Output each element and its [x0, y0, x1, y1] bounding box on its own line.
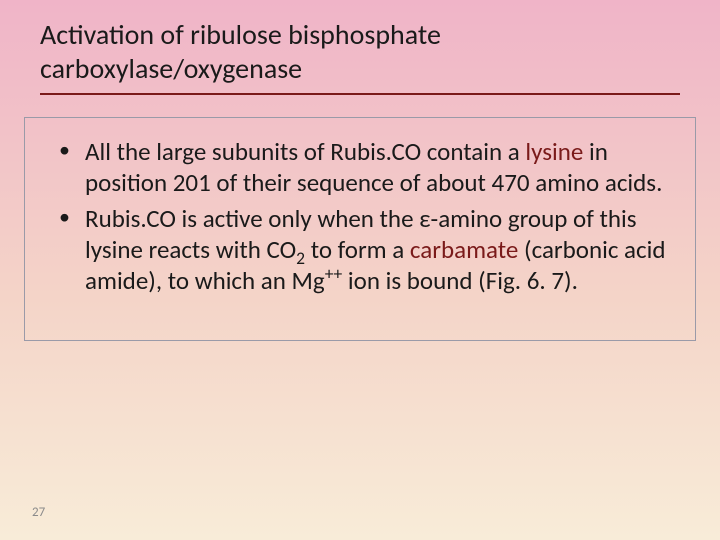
slide-title: Activation of ribulose bisphosphate carb…	[40, 18, 680, 95]
bullet-list: All the large subunits of Rubis.CO conta…	[53, 136, 667, 296]
page-number: 27	[32, 505, 45, 520]
content-box: All the large subunits of Rubis.CO conta…	[24, 117, 696, 341]
list-item: All the large subunits of Rubis.CO conta…	[53, 136, 667, 199]
list-item: Rubis.CO is active only when the ε-amino…	[53, 203, 667, 297]
title-block: Activation of ribulose bisphosphate carb…	[0, 0, 720, 107]
